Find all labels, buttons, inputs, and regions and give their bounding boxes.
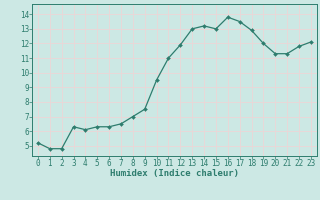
X-axis label: Humidex (Indice chaleur): Humidex (Indice chaleur) <box>110 169 239 178</box>
